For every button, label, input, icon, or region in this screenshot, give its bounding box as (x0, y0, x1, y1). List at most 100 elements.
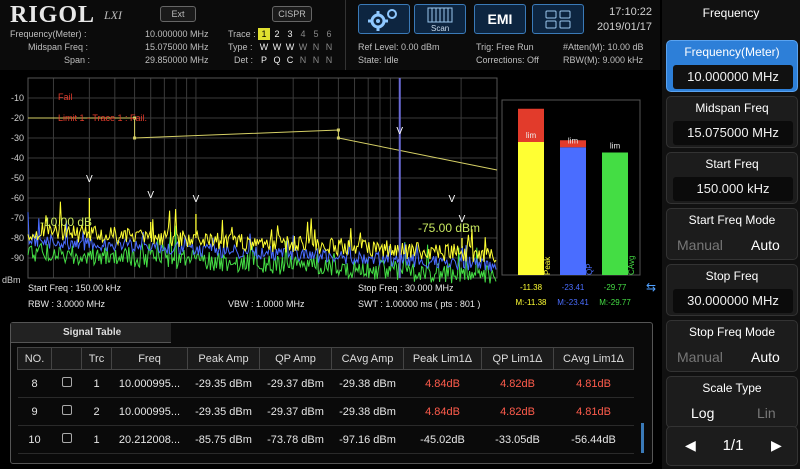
layout-button[interactable] (532, 4, 584, 34)
meter-value: -11.38 (520, 283, 543, 292)
row-checkbox[interactable] (51, 425, 82, 454)
table-row[interactable]: 8 1 10.000995... -29.35 dBm -29.37 dBm -29.38… (17, 369, 634, 398)
meter-lim-label: lim (610, 142, 621, 151)
toggle-option-b[interactable]: Auto (751, 349, 780, 365)
softkey-title: Stop Freq Mode (688, 325, 776, 339)
marker-v-icon: V (193, 194, 200, 205)
cispr-button[interactable]: CISPR (272, 6, 312, 22)
emi-button[interactable]: EMI (474, 4, 526, 34)
meter-excess-peak (518, 108, 544, 142)
meter-name: CAvg (627, 256, 636, 275)
cell-cl: 4.81dB (553, 397, 634, 426)
span-value: 29.850000 MHz (145, 55, 209, 65)
y-tick-label: -10 (11, 93, 24, 103)
checkbox[interactable] (61, 405, 72, 415)
trace-type-5: N (312, 42, 320, 52)
softkey-panel: Frequency Frequency(Meter) 10.000000 MHz M… (662, 0, 800, 469)
refresh-icon[interactable]: ⇆ (646, 280, 656, 294)
freq-meter-label: Frequency(Meter) : (10, 29, 87, 39)
cell-cl: 4.81dB (553, 369, 634, 398)
ext-button[interactable]: Ext (160, 6, 196, 22)
softkey-value: 10.000000 MHz (673, 65, 793, 89)
signal-table-title: Signal Table (11, 323, 171, 343)
cell-ql: 4.82dB (481, 397, 554, 426)
softkey-value: 30.000000 MHz (673, 289, 793, 313)
trace-num-1[interactable]: 1 (258, 28, 270, 40)
softkey-stop-freq[interactable]: Stop Freq 30.000000 MHz (666, 264, 798, 316)
marker-v-icon: V (448, 194, 455, 205)
trace-num-3[interactable]: 3 (287, 29, 293, 39)
limit-point (336, 136, 340, 140)
clock-date: 2019/01/17 (596, 21, 652, 33)
softkey-start-freq[interactable]: Start Freq 150.000 kHz (666, 152, 798, 204)
softkey-stop-freq-mode[interactable]: Stop Freq Mode Manual Auto (666, 320, 798, 372)
det-label: Det : (234, 55, 254, 65)
toggle-option-b[interactable]: Auto (751, 237, 780, 253)
softkey-start-freq-mode[interactable]: Start Freq Mode Manual Auto (666, 208, 798, 260)
softkey-title: Start Freq Mode (688, 213, 776, 227)
marker-v-icon: V (459, 214, 466, 225)
corrections: Corrections: Off (476, 55, 539, 65)
trig: Trig: Free Run (476, 42, 534, 52)
clock-time: 17:10:22 (609, 6, 652, 18)
softkey-value: 15.075000 MHz (673, 121, 793, 145)
checkbox[interactable] (61, 377, 72, 387)
trace-num-4[interactable]: 4 (300, 29, 306, 39)
col-header-7: Peak Lim1Δ (403, 347, 482, 370)
next-page-icon[interactable]: ▶ (771, 437, 782, 453)
col-header-5: QP Amp (259, 347, 332, 370)
y-tick-label: -30 (11, 133, 24, 143)
table-row[interactable]: 9 2 10.000995... -29.35 dBm -29.37 dBm -29.38… (17, 397, 634, 426)
freq-meter-value: 10.000000 MHz (145, 29, 209, 39)
cell-peak: -29.35 dBm (187, 369, 260, 398)
meter-bar-peak (518, 142, 544, 275)
meter-bar-qp (560, 147, 586, 275)
meter-lim-label: lim (526, 131, 537, 140)
limit-point (336, 128, 340, 132)
softkey-frequency-meter-[interactable]: Frequency(Meter) 10.000000 MHz (666, 40, 798, 92)
page-nav[interactable]: ◀ 1/1 ▶ (666, 426, 798, 466)
cell-pl: 4.84dB (403, 397, 482, 426)
panel-header: Frequency (702, 6, 760, 20)
row-checkbox[interactable] (51, 369, 82, 398)
trace-det-6: N (325, 55, 333, 65)
y-tick-label: -90 (11, 253, 24, 263)
y-tick-label: -50 (11, 173, 24, 183)
spectrum-plot-area: -10 -20 -30 -40 -50 -60 -70 -80 -90 dBm V V V V V V Fail… (0, 70, 660, 320)
graticule-border (27, 77, 498, 279)
row-checkbox[interactable] (51, 397, 82, 426)
col-header-9: CAvg Lim1Δ (553, 347, 634, 370)
midspan-label: Midspan Freq : (28, 42, 89, 52)
rbw: RBW : 3.0000 MHz (28, 299, 106, 309)
cell-trc: 1 (81, 369, 112, 398)
state: State: Idle (358, 55, 399, 65)
softkey-midspan-freq[interactable]: Midspan Freq 15.075000 MHz (666, 96, 798, 148)
col-header-2: Trc (81, 347, 112, 370)
trace-num-5[interactable]: 5 (313, 29, 319, 39)
toggle-option-b[interactable]: Lin (757, 405, 776, 421)
trace-num-6[interactable]: 6 (326, 29, 332, 39)
scan-button[interactable]: Scan (414, 4, 466, 34)
cell-freq: 10.000995... (111, 397, 188, 426)
trace-label: Trace : (228, 29, 256, 39)
softkey-title: Stop Freq (705, 269, 759, 283)
lxi-logo: LXI (104, 8, 122, 22)
prev-page-icon[interactable]: ◀ (685, 437, 696, 453)
toggle-option-a[interactable]: Manual (677, 349, 723, 365)
checkbox[interactable] (61, 433, 72, 443)
cell-qp: -29.37 dBm (259, 397, 332, 426)
cell-trc: 2 (81, 397, 112, 426)
cell-cavg: -97.16 dBm (331, 425, 404, 454)
settings-button[interactable] (358, 4, 410, 34)
cell-freq: 20.212008... (111, 425, 188, 454)
limit-point (133, 116, 137, 120)
toggle-option-a[interactable]: Manual (677, 237, 723, 253)
table-row[interactable]: 10 1 20.212008... -85.75 dBm -73.78 dBm -97.1… (17, 425, 634, 454)
ref-level: Ref Level: 0.00 dBm (358, 42, 440, 52)
softkey-scale-type[interactable]: Scale Type Log Lin (666, 376, 798, 428)
toggle-option-a[interactable]: Log (691, 405, 715, 421)
meter-value: -29.77 (604, 283, 627, 292)
table-scrollbar[interactable] (641, 423, 644, 453)
trace-num-2[interactable]: 2 (274, 29, 280, 39)
